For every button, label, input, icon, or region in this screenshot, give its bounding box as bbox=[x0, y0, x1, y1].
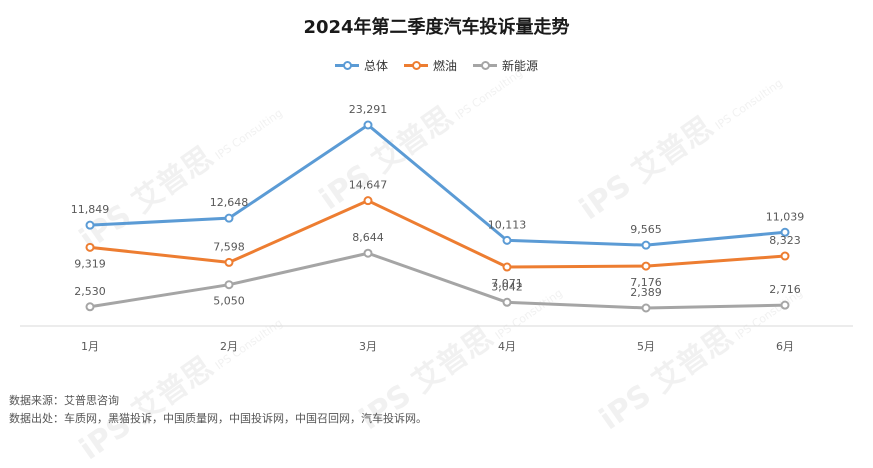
legend-marker-fuel bbox=[403, 59, 428, 71]
x-tick-label: 6月 bbox=[776, 340, 794, 353]
data-point-fuel[interactable] bbox=[780, 251, 790, 261]
data-point-fuel[interactable] bbox=[502, 262, 512, 272]
data-point-fuel[interactable] bbox=[363, 196, 373, 206]
x-tick-label: 3月 bbox=[359, 340, 377, 353]
data-label-nev: 2,716 bbox=[769, 283, 801, 296]
legend-label-fuel: 燃油 bbox=[432, 58, 457, 73]
data-point-nev[interactable] bbox=[363, 248, 373, 258]
data-label-total: 12,648 bbox=[210, 196, 249, 209]
data-label-fuel: 9,319 bbox=[74, 257, 106, 270]
data-point-fuel[interactable] bbox=[85, 242, 95, 252]
footer-source: 数据来源：艾普思咨询 bbox=[9, 394, 119, 407]
data-point-total[interactable] bbox=[85, 220, 95, 230]
line-chart: 1月 2月 3月 4月 5月 6月 11,849 12,648 23,291 10,113 9,56… bbox=[20, 103, 853, 353]
x-tick-label: 5月 bbox=[637, 340, 655, 353]
x-tick-label: 2月 bbox=[220, 340, 238, 353]
data-label-nev: 2,389 bbox=[630, 286, 662, 299]
data-label-total: 10,113 bbox=[488, 218, 527, 231]
data-label-fuel: 7,598 bbox=[213, 240, 245, 253]
legend-item-total[interactable]: 总体 bbox=[334, 57, 388, 74]
legend-marker-total bbox=[334, 59, 359, 71]
data-point-nev[interactable] bbox=[502, 297, 512, 307]
data-point-total[interactable] bbox=[224, 213, 234, 223]
data-label-nev: 3,042 bbox=[491, 280, 523, 293]
data-point-total[interactable] bbox=[780, 227, 790, 237]
chart-title: 2024年第二季度汽车投诉量走势 bbox=[303, 17, 570, 38]
x-tick-label: 4月 bbox=[498, 340, 516, 353]
legend-marker-nev bbox=[473, 59, 497, 71]
legend-item-nev[interactable]: 新能源 bbox=[473, 57, 538, 74]
data-point-total[interactable] bbox=[641, 240, 651, 250]
data-point-fuel[interactable] bbox=[641, 261, 651, 271]
chart-legend: 总体 燃油 新能源 bbox=[0, 56, 873, 74]
data-point-nev[interactable] bbox=[780, 300, 790, 310]
data-label-nev: 2,530 bbox=[74, 285, 106, 298]
data-label-fuel: 8,323 bbox=[769, 234, 801, 247]
series-line-nev bbox=[89, 251, 786, 310]
data-label-fuel: 7,071 bbox=[491, 277, 523, 290]
series-line-fuel bbox=[89, 199, 786, 269]
data-point-nev[interactable] bbox=[641, 303, 651, 313]
data-label-nev: 5,050 bbox=[213, 295, 245, 308]
data-point-nev[interactable] bbox=[85, 302, 95, 312]
x-tick-label: 1月 bbox=[81, 340, 99, 353]
data-label-total: 23,291 bbox=[349, 103, 388, 116]
data-label-fuel: 14,647 bbox=[349, 179, 388, 192]
data-label-total: 11,039 bbox=[766, 210, 805, 223]
legend-item-fuel[interactable]: 燃油 bbox=[403, 57, 457, 74]
data-point-nev[interactable] bbox=[224, 280, 234, 290]
footer-origin: 数据出处：车质网，黑猫投诉，中国质量网，中国投诉网，中国召回网，汽车投诉网。 bbox=[9, 412, 427, 425]
data-label-fuel: 7,176 bbox=[630, 276, 662, 289]
legend-label-nev: 新能源 bbox=[502, 58, 539, 73]
data-label-total: 11,849 bbox=[71, 203, 110, 216]
data-point-fuel[interactable] bbox=[224, 257, 234, 267]
data-label-total: 9,565 bbox=[630, 223, 662, 236]
legend-label-total: 总体 bbox=[363, 58, 388, 73]
series-line-total bbox=[89, 123, 786, 247]
data-label-nev: 8,644 bbox=[352, 231, 384, 244]
data-point-total[interactable] bbox=[363, 120, 373, 130]
data-point-total[interactable] bbox=[502, 235, 512, 245]
